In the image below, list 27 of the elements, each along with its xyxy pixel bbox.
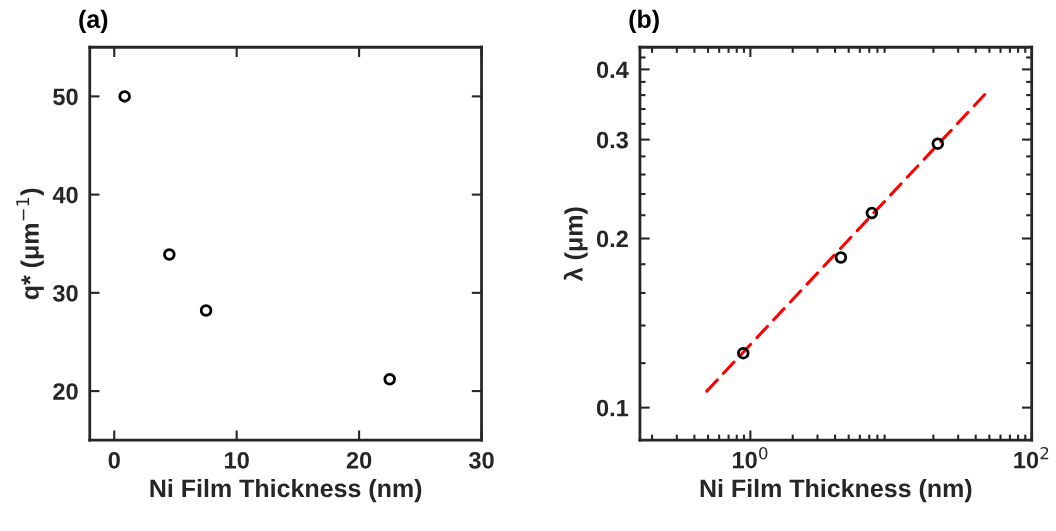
point bbox=[931, 137, 945, 150]
y-axis-title: q* (μm$^{−1}$) bbox=[16, 188, 44, 300]
chart-title: (b) bbox=[629, 9, 659, 33]
x-tick-label: 30 bbox=[468, 451, 494, 469]
x-tick-label: 20 bbox=[346, 451, 372, 469]
point bbox=[865, 206, 879, 220]
x-tick-label: 10 bbox=[225, 451, 249, 469]
x-tick-label: 10$^{0}$ bbox=[732, 446, 768, 469]
y-tick-label: 20 bbox=[53, 383, 78, 400]
y-axis-title: λ (μm) bbox=[563, 207, 588, 282]
y-tick-label: 50 bbox=[53, 88, 78, 106]
point bbox=[737, 346, 750, 360]
x-tick-label: 10$^{2}$ bbox=[1014, 446, 1049, 469]
point bbox=[118, 90, 131, 103]
y-tick-label: 0.2 bbox=[596, 230, 628, 248]
point bbox=[383, 373, 396, 386]
x-axis-title: Ni Film Thickness (nm) bbox=[150, 478, 422, 503]
y-tick-label: 0.4 bbox=[596, 61, 629, 79]
y-tick-label: 0.1 bbox=[596, 399, 629, 417]
point bbox=[199, 304, 213, 317]
y-tick-label: 0.3 bbox=[596, 131, 628, 149]
y-tick-label: 30 bbox=[52, 284, 78, 302]
point bbox=[163, 248, 176, 261]
x-tick-label: 0 bbox=[108, 451, 120, 469]
x-axis-title: Ni Film Thickness (nm) bbox=[700, 478, 972, 503]
chart-title: (a) bbox=[79, 9, 108, 33]
y-tick-label: 40 bbox=[52, 186, 78, 204]
